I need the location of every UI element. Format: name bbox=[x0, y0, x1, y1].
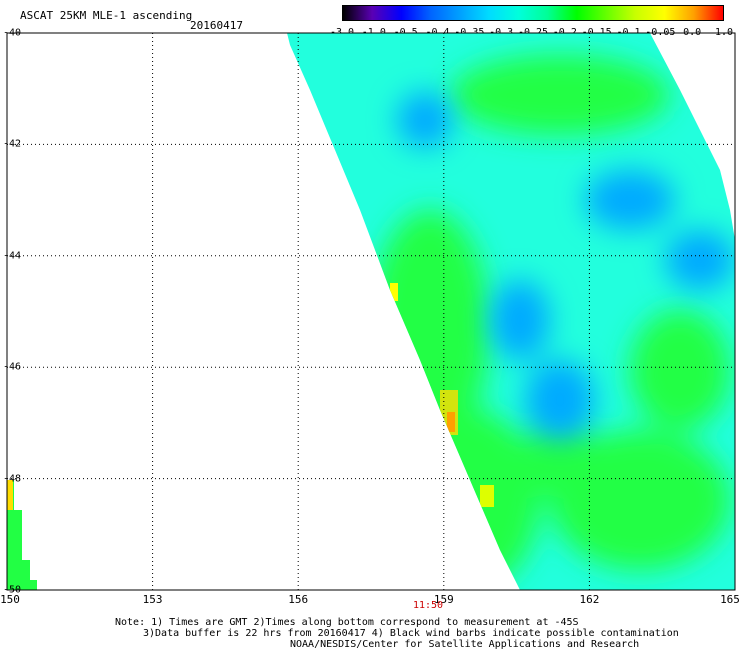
note-line-2: 3)Data buffer is 22 hrs from 20160417 4)… bbox=[143, 628, 679, 639]
map-title: ASCAT 25KM MLE-1 ascending bbox=[20, 9, 193, 22]
colorbar bbox=[342, 5, 724, 21]
y-tick-label: -44 bbox=[3, 250, 22, 262]
lat-lon-grid bbox=[7, 33, 735, 590]
x-tick-label: 153 bbox=[142, 593, 163, 606]
map-date: 20160417 bbox=[190, 19, 243, 32]
time-label: 11:50 bbox=[412, 600, 444, 611]
note-line-1: Note: 1) Times are GMT 2)Times along bot… bbox=[115, 617, 579, 628]
x-tick-label: 156 bbox=[288, 593, 309, 606]
plot-frame bbox=[6, 32, 736, 591]
y-tick-label: -46 bbox=[3, 361, 22, 373]
x-tick-label: 162 bbox=[579, 593, 600, 606]
y-tick-label: -48 bbox=[3, 473, 22, 485]
x-tick-label: 150 bbox=[0, 593, 20, 606]
y-tick-label: -42 bbox=[3, 138, 22, 150]
x-tick-label: 159 bbox=[433, 593, 454, 606]
note-line-3: NOAA/NESDIS/Center for Satellite Applica… bbox=[290, 639, 640, 650]
y-tick-label: -40 bbox=[3, 27, 22, 39]
y-tick-label: -50 bbox=[3, 584, 22, 596]
x-tick-label: 165 bbox=[720, 593, 740, 606]
swath-main bbox=[287, 33, 735, 590]
swath-left-edge bbox=[7, 480, 37, 590]
